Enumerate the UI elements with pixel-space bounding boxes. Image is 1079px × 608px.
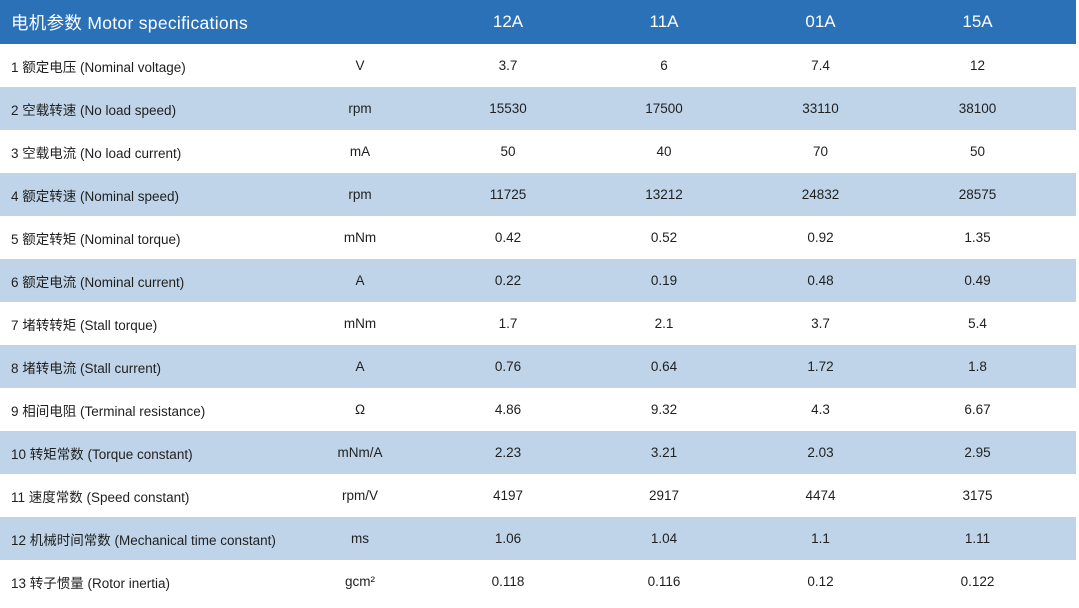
value-cell-15a: 38100	[958, 101, 997, 116]
value-cell-11a: 0.19	[650, 273, 678, 288]
value-cell-01a: 4474	[805, 488, 836, 503]
param-label: 12 机械时间常数 (Mechanical time constant)	[11, 532, 276, 548]
table-title: 电机参数 Motor specifications	[11, 12, 249, 33]
value-cell-01a: 70	[812, 144, 829, 159]
value-cell-11a: 6	[660, 58, 668, 73]
table-row: 10 转矩常数 (Torque constant) mNm/A 2.23 3.21 2.…	[0, 431, 1076, 474]
column-header-11a: 11A	[649, 12, 679, 31]
table-row: 6 额定电流 (Nominal current) A 0.22 0.19 0.48 0.4…	[0, 259, 1076, 302]
value-cell-01a: 4.3	[811, 402, 830, 417]
value-cell-12a: 11725	[489, 187, 527, 202]
unit-cell: rpm/V	[341, 488, 378, 503]
param-label: 9 相间电阻 (Terminal resistance)	[11, 403, 206, 419]
value-cell-12a: 0.22	[494, 273, 522, 288]
value-cell-15a: 50	[969, 144, 986, 159]
value-cell-15a: 0.49	[964, 273, 991, 288]
value-cell-01a: 24832	[801, 187, 840, 202]
value-cell-11a: 40	[656, 144, 672, 159]
value-cell-12a: 3.7	[498, 58, 518, 73]
value-cell-01a: 3.7	[811, 316, 830, 331]
value-cell-12a: 4197	[492, 488, 524, 503]
value-cell-11a: 13212	[645, 187, 683, 202]
param-label: 11 速度常数 (Speed constant)	[11, 489, 190, 505]
table-row: 12 机械时间常数 (Mechanical time constant) ms 1.…	[0, 517, 1076, 560]
table-row: 9 相间电阻 (Terminal resistance) Ω 4.86 9.32 4.3…	[0, 388, 1076, 431]
param-label: 6 额定电流 (Nominal current)	[11, 274, 185, 290]
unit-cell: rpm	[348, 187, 372, 202]
table-row: 3 空载电流 (No load current) mA 50 40 70 50	[0, 130, 1076, 173]
unit-cell: mNm	[343, 316, 377, 331]
value-cell-11a: 3.21	[650, 445, 678, 460]
value-cell-11a: 9.32	[650, 402, 678, 417]
unit-cell: mNm	[343, 230, 377, 245]
unit-cell: A	[355, 359, 365, 374]
value-cell-01a: 33110	[802, 101, 839, 116]
value-cell-01a: 0.92	[807, 230, 834, 245]
unit-cell: A	[355, 273, 365, 288]
param-label: 4 额定转速 (Nominal speed)	[11, 188, 180, 204]
param-label: 7 堵转转矩 (Stall torque)	[11, 317, 158, 333]
column-header-15a: 15A	[962, 12, 993, 31]
value-cell-15a: 0.122	[960, 574, 995, 589]
unit-cell: rpm	[348, 101, 372, 116]
param-label: 2 空载转速 (No load speed)	[11, 102, 177, 118]
param-label: 8 堵转电流 (Stall current)	[11, 360, 162, 376]
value-cell-15a: 1.8	[968, 359, 987, 374]
value-cell-15a: 6.67	[964, 402, 991, 417]
table-row: 11 速度常数 (Speed constant) rpm/V 4197 2917 447…	[0, 474, 1076, 517]
table-rows: 1 额定电压 (Nominal voltage) V 3.7 6 7.4 12 2 空载转速…	[0, 44, 1076, 603]
param-label: 13 转子惯量 (Rotor inertia)	[11, 575, 171, 591]
value-cell-12a: 0.42	[494, 230, 522, 245]
value-cell-12a: 0.118	[491, 574, 525, 589]
value-cell-12a: 2.23	[494, 445, 522, 460]
table-row: 13 转子惯量 (Rotor inertia) gcm² 0.118 0.116 0.1…	[0, 560, 1076, 603]
table-row: 8 堵转电流 (Stall current) A 0.76 0.64 1.72 1.8	[0, 345, 1076, 388]
unit-cell: ms	[351, 531, 369, 546]
value-cell-15a: 12	[969, 58, 986, 73]
value-cell-11a: 1.04	[650, 531, 678, 546]
value-cell-01a: 1.1	[811, 531, 830, 546]
value-cell-01a: 2.03	[807, 445, 834, 460]
value-cell-01a: 0.48	[807, 273, 834, 288]
value-cell-15a: 5.4	[968, 316, 987, 331]
value-cell-11a: 0.116	[647, 574, 681, 589]
unit-cell: mNm/A	[337, 445, 383, 460]
param-label: 10 转矩常数 (Torque constant)	[11, 446, 193, 462]
param-label: 5 额定转矩 (Nominal torque)	[11, 231, 181, 247]
unit-cell: V	[355, 58, 365, 73]
unit-cell: mA	[349, 144, 371, 159]
table-row: 4 额定转速 (Nominal speed) rpm 11725 13212 24832…	[0, 173, 1076, 216]
value-cell-15a: 2.95	[964, 445, 991, 460]
value-cell-15a: 1.35	[964, 230, 991, 245]
column-header-01a: 01A	[805, 12, 836, 31]
table-row: 7 堵转转矩 (Stall torque) mNm 1.7 2.1 3.7 5.4	[0, 302, 1076, 345]
column-header-12a: 12A	[492, 12, 524, 31]
param-label: 1 额定电压 (Nominal voltage)	[11, 59, 186, 75]
value-cell-01a: 0.12	[807, 574, 834, 589]
unit-cell: gcm²	[345, 574, 375, 589]
value-cell-11a: 2917	[648, 488, 680, 503]
table-row: 5 额定转矩 (Nominal torque) mNm 0.42 0.52 0.92 1.…	[0, 216, 1076, 259]
unit-cell: Ω	[354, 402, 366, 417]
param-label: 3 空载电流 (No load current)	[11, 145, 182, 161]
value-cell-15a: 28575	[958, 187, 997, 202]
value-cell-01a: 1.72	[807, 359, 834, 374]
value-cell-01a: 7.4	[811, 58, 830, 73]
table-row: 1 额定电压 (Nominal voltage) V 3.7 6 7.4 12	[0, 44, 1076, 87]
value-cell-12a: 1.06	[494, 531, 522, 546]
value-cell-12a: 4.86	[494, 402, 522, 417]
value-cell-12a: 15530	[489, 101, 527, 116]
value-cell-12a: 50	[500, 144, 516, 159]
table-row: 2 空载转速 (No load speed) rpm 15530 17500 33110…	[0, 87, 1076, 130]
value-cell-11a: 0.64	[650, 359, 678, 374]
value-cell-15a: 3175	[962, 488, 993, 503]
value-cell-12a: 1.7	[498, 316, 518, 331]
value-cell-11a: 0.52	[650, 230, 678, 245]
value-cell-12a: 0.76	[494, 359, 522, 374]
table-header-row: 电机参数 Motor specifications 12A 11A 01A 15…	[0, 0, 1076, 44]
value-cell-11a: 17500	[645, 101, 683, 116]
value-cell-11a: 2.1	[654, 316, 674, 331]
value-cell-15a: 1.11	[964, 531, 991, 546]
